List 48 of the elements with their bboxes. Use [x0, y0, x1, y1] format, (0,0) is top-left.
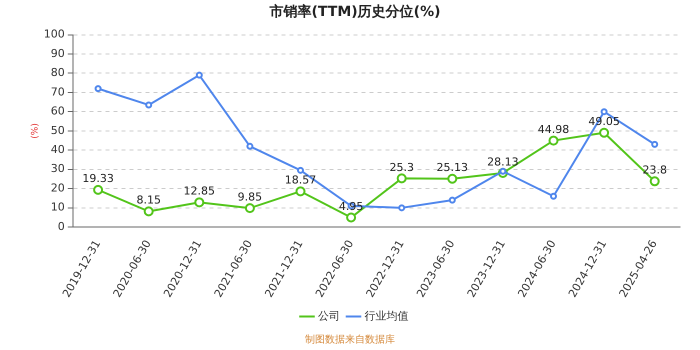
data-label: 12.85 — [184, 184, 216, 198]
y-tick-label: 0 — [58, 220, 65, 233]
data-label: 18.57 — [284, 174, 316, 187]
text: 制图数据来自数据库 — [305, 334, 395, 346]
point — [196, 72, 203, 79]
data-label: 23.8 — [642, 164, 667, 177]
data-label: 25.3 — [389, 160, 414, 174]
y-tick-label: 10 — [50, 200, 65, 214]
point — [548, 136, 558, 146]
y-tick-label: 90 — [50, 46, 65, 60]
point — [93, 184, 104, 195]
data-label: 8.15 — [136, 194, 161, 207]
y-tick-label: 70 — [50, 85, 65, 98]
point — [194, 197, 204, 208]
point — [599, 128, 610, 138]
legend-label: 公司 — [318, 309, 340, 322]
point — [550, 192, 557, 200]
point — [651, 140, 658, 148]
legend-label: 行业均值 — [364, 309, 408, 322]
data-label: 25.13 — [436, 161, 468, 174]
y-tick-label: 60 — [50, 104, 65, 118]
y-tick-label: 100 — [44, 28, 65, 41]
point — [650, 176, 660, 186]
point — [398, 204, 406, 212]
data-label: 28.13 — [487, 155, 519, 168]
y-tick-label: 50 — [50, 124, 65, 137]
point — [448, 196, 456, 204]
point — [94, 85, 102, 92]
point — [246, 142, 254, 150]
y-tick-label: 30 — [50, 162, 65, 176]
point — [145, 101, 152, 108]
y-axis-title: (%) — [30, 123, 41, 139]
data-label: 9.85 — [238, 190, 262, 204]
chart-title: 市销率(TTM)历史分位(%) — [268, 3, 440, 20]
point — [296, 186, 306, 196]
point — [396, 173, 407, 184]
point — [600, 108, 608, 116]
data-label: 44.98 — [538, 122, 570, 136]
y-tick-label: 20 — [50, 181, 65, 194]
point — [297, 166, 304, 174]
y-tick-label: 40 — [50, 143, 65, 156]
point — [346, 212, 356, 223]
y-tick-label: 80 — [50, 66, 65, 80]
point — [447, 174, 458, 184]
point — [244, 203, 255, 214]
point — [144, 206, 154, 216]
data-label: 19.33 — [82, 172, 114, 186]
point — [499, 168, 506, 175]
